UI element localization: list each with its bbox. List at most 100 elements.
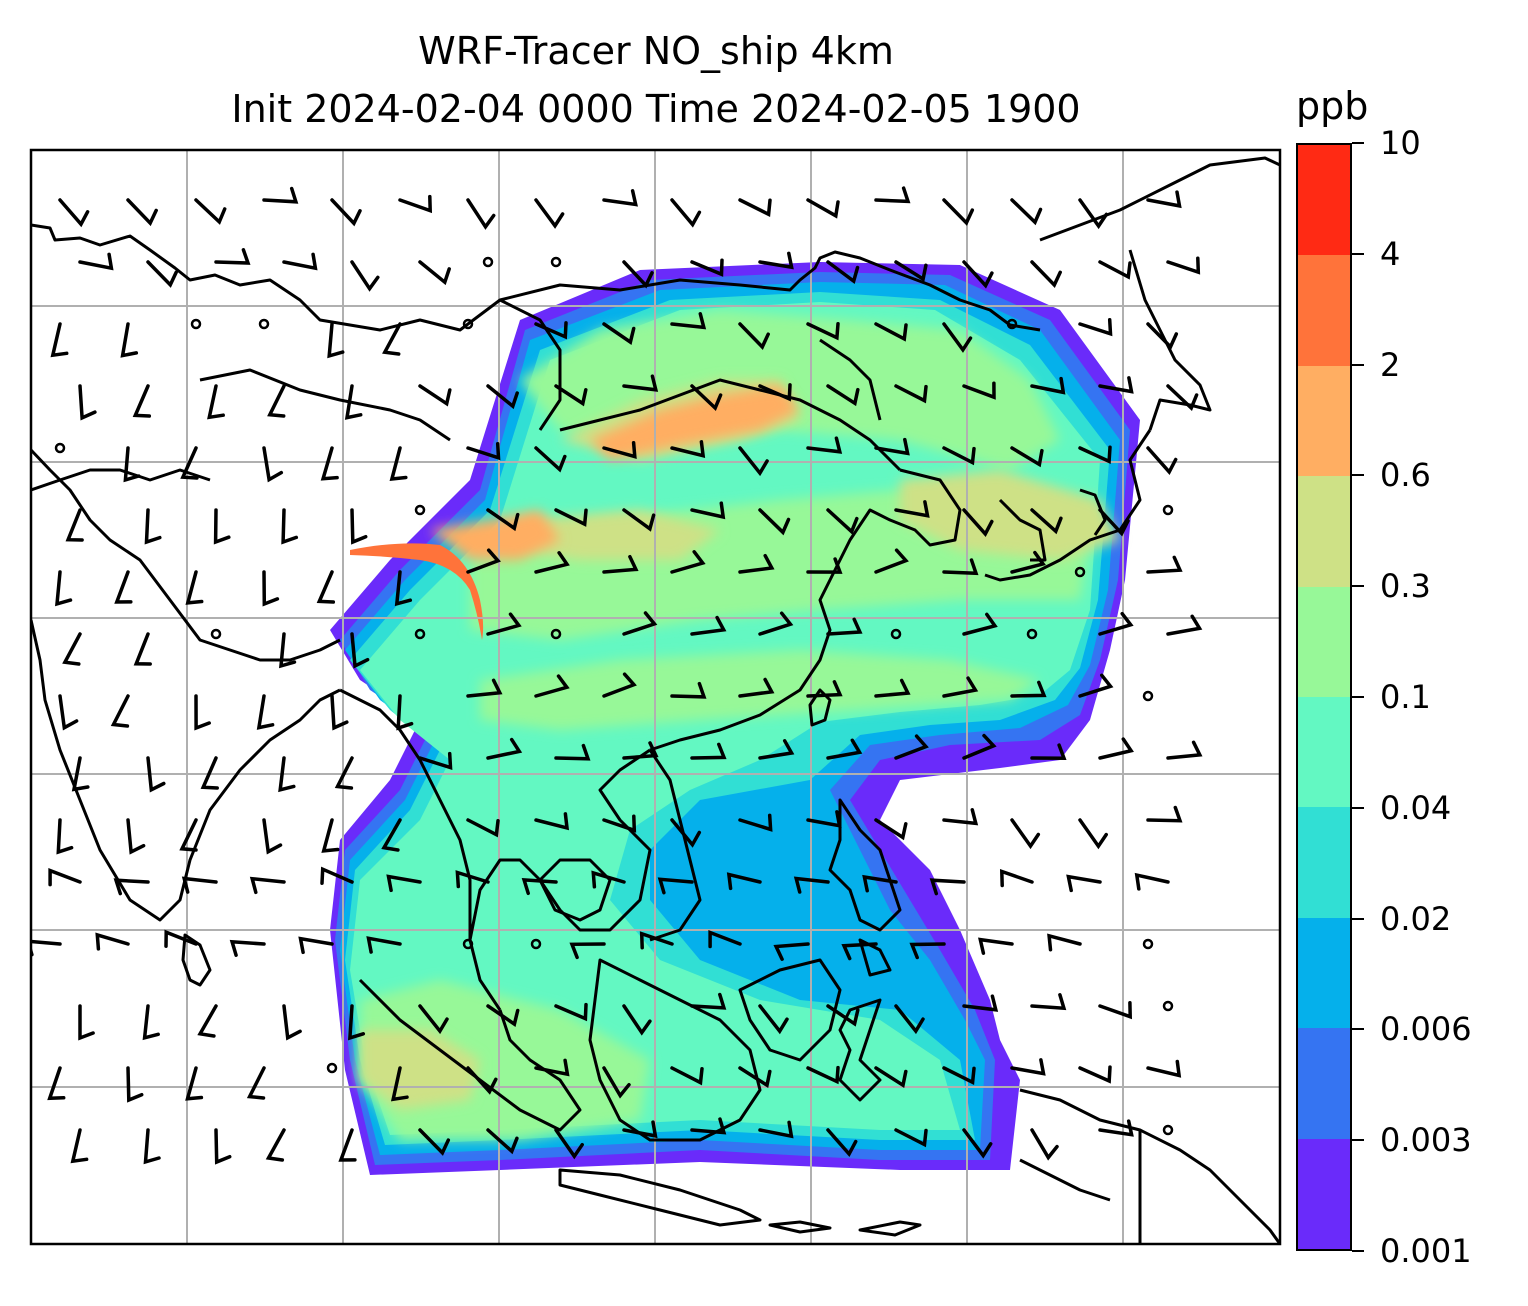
wind-barb: [418, 260, 451, 286]
coastline-segment: [768, 1220, 832, 1234]
wind-barb: [554, 1002, 588, 1022]
wind-barb: [690, 258, 724, 277]
wind-barb: [466, 548, 501, 574]
coastline-segment: [1128, 249, 1212, 431]
coastline-segment: [808, 688, 832, 727]
colorbar-tick: [1352, 252, 1364, 255]
wind-barb: [874, 1066, 908, 1089]
wind-barb: [894, 1128, 928, 1148]
wind-barb: [1166, 384, 1199, 412]
wind-barb: [738, 1066, 772, 1089]
wind-barb: [894, 734, 929, 760]
wind-barb: [70, 1128, 89, 1164]
wind-barb: [708, 929, 742, 949]
wind-barb: [874, 437, 910, 456]
wind-barb: [398, 194, 433, 214]
wind-barb: [622, 374, 659, 392]
wind-barb: [622, 508, 656, 532]
coastline-segment: [738, 958, 842, 1062]
wind-barb: [455, 870, 490, 889]
coastline-segment: [538, 858, 612, 922]
wind-barb: [942, 676, 979, 698]
wind-barb: [65, 508, 84, 542]
wind-barb: [622, 1004, 652, 1036]
calm-wind-circle: [1074, 566, 1086, 578]
wind-barb: [418, 1004, 449, 1035]
coastline-segment: [559, 378, 902, 472]
wind-barb: [521, 877, 558, 896]
wind-barb: [396, 694, 414, 731]
wind-barb: [1098, 1000, 1133, 1020]
wind-barb: [282, 252, 318, 271]
wind-barb: [114, 570, 133, 604]
wind-barb: [146, 756, 166, 793]
wind-barbs: [31, 186, 1203, 1165]
wind-barb: [806, 321, 840, 341]
wind-barb: [486, 384, 519, 410]
coastline-segment: [838, 998, 882, 1102]
wind-barb: [194, 694, 211, 731]
colorbar-tick-label: 0.6: [1380, 456, 1431, 495]
coastline-segment: [649, 468, 962, 752]
wind-barb: [1146, 322, 1179, 350]
wind-barb: [1066, 874, 1102, 893]
wind-barb: [350, 508, 368, 545]
wind-barb: [738, 198, 772, 218]
wind-barb: [874, 818, 908, 841]
calm-wind-circle: [210, 628, 222, 640]
wind-barb: [320, 446, 339, 481]
wind-barb: [1010, 818, 1041, 850]
wind-barb: [758, 1120, 794, 1139]
colorbar-tick: [1352, 1139, 1364, 1142]
wind-barb: [71, 756, 90, 792]
wind-barb: [1030, 260, 1062, 289]
wind-barb: [534, 1058, 570, 1077]
wind-barb: [278, 756, 296, 793]
wind-barb: [670, 440, 706, 459]
wind-barb: [382, 322, 402, 356]
calm-wind-circle: [414, 628, 426, 640]
wind-barb: [1078, 1065, 1112, 1084]
wind-barb: [670, 1066, 704, 1086]
wind-barb: [874, 548, 909, 574]
wind-barb: [126, 198, 158, 227]
wind-barb: [622, 260, 654, 289]
wind-barb: [1030, 508, 1063, 535]
wind-barb: [466, 442, 501, 461]
wind-barb: [962, 994, 999, 1012]
wind-barb: [841, 942, 878, 961]
coastline-segment: [1019, 1158, 1111, 1202]
colorbar-tick: [1352, 142, 1364, 144]
wind-barb: [862, 874, 898, 893]
wind-barb: [670, 550, 706, 574]
wind-barb: [381, 818, 402, 852]
wind-barb: [554, 384, 588, 407]
colorbar-tick: [1352, 1250, 1364, 1252]
colorbar-tick: [1352, 363, 1364, 366]
coastline-segment: [181, 933, 212, 987]
wind-barb: [1078, 318, 1113, 337]
wind-barb: [826, 260, 860, 285]
coastline-segment: [819, 338, 882, 421]
calm-wind-circle: [462, 318, 474, 330]
field-level-8: [590, 385, 800, 460]
wind-barb: [143, 1128, 161, 1165]
wind-barb: [194, 198, 227, 225]
wind-barb: [1146, 1059, 1182, 1078]
colorbar-tick-label: 0.006: [1380, 1010, 1472, 1049]
wind-barb: [773, 942, 810, 961]
wind-barb: [246, 1066, 266, 1100]
wind-barb: [366, 936, 402, 954]
colorbar-step: [1298, 696, 1350, 808]
wind-barb: [185, 570, 204, 605]
wind-barb: [622, 611, 658, 636]
wind-barb: [327, 322, 345, 359]
wind-barb: [256, 694, 275, 730]
wind-barb: [214, 248, 251, 265]
coastline-segment: [828, 798, 902, 932]
map-canvas: [29, 148, 1282, 1246]
wind-barb: [321, 818, 340, 853]
wind-barb: [962, 612, 998, 636]
colorbar-step: [1298, 255, 1350, 366]
wind-barb: [806, 1065, 840, 1085]
